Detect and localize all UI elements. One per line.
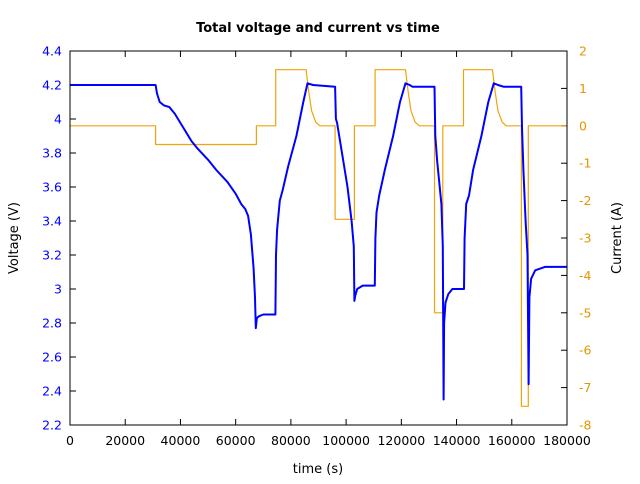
y-tick-label: 3.6 (42, 180, 62, 195)
y2-tick-label: -1 (579, 156, 591, 171)
y2-tick-label: 1 (579, 81, 587, 96)
y2-tick-label: -3 (579, 231, 591, 246)
y-axis-label: Voltage (V) (7, 202, 22, 274)
y-tick-label: 4 (54, 112, 62, 127)
y2-tick-label: -4 (579, 268, 592, 283)
chart-title: Total voltage and current vs time (196, 21, 440, 36)
y-tick-label: 2.8 (42, 316, 62, 331)
x-tick-label: 80000 (271, 433, 311, 448)
y-tick-label: 3 (54, 282, 62, 297)
y2-tick-label: 2 (579, 44, 587, 59)
y2-tick-label: 0 (579, 118, 587, 133)
voltage-series-line (70, 82, 567, 401)
x-tick-label: 160000 (488, 433, 536, 448)
x-tick-label: 60000 (216, 433, 256, 448)
y-tick-label: 3.8 (42, 146, 62, 161)
x-tick-label: 140000 (433, 433, 481, 448)
x-tick-label: 100000 (322, 433, 370, 448)
current-series-line (70, 69, 567, 407)
y2-tick-label: -8 (579, 418, 592, 433)
y2-tick-label: -2 (579, 193, 591, 208)
y2-tick-label: -6 (579, 343, 592, 358)
x-tick-label: 120000 (377, 433, 425, 448)
y-tick-label: 3.2 (42, 248, 62, 263)
y-tick-label: 2.6 (42, 350, 62, 365)
plot-frame (69, 50, 568, 426)
y-tick-label: 2.2 (42, 418, 62, 433)
x-tick-label: 20000 (105, 433, 145, 448)
x-tick-label: 0 (66, 433, 74, 448)
x-tick-label: 180000 (543, 433, 591, 448)
y-tick-label: 4.4 (42, 44, 62, 59)
y2-tick-label: -5 (579, 305, 591, 320)
y2-tick-label: -7 (579, 380, 591, 395)
y2-axis-label: Current (A) (610, 202, 625, 274)
y-tick-label: 2.4 (42, 384, 62, 399)
x-axis-label: time (s) (293, 462, 343, 477)
y-tick-label: 4.2 (42, 78, 62, 93)
x-tick-label: 40000 (161, 433, 201, 448)
y-tick-label: 3.4 (42, 214, 62, 229)
